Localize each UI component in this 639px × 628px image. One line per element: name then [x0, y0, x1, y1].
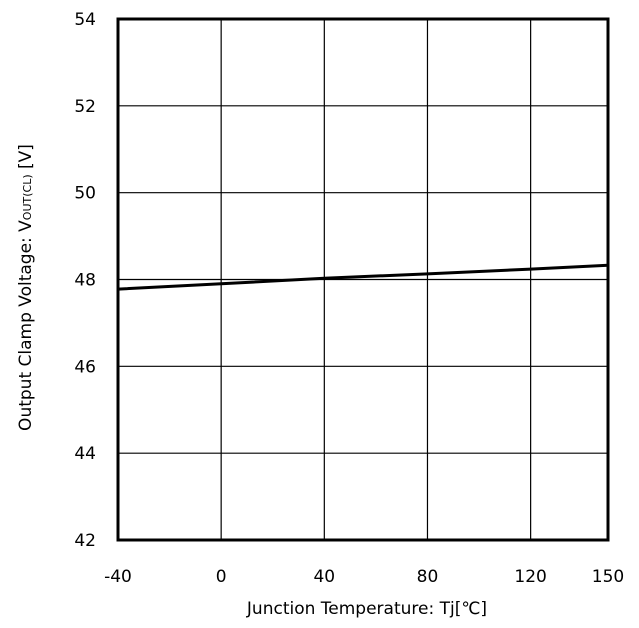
x-tick-label: -40: [104, 567, 132, 587]
series-layer: [117, 263, 609, 291]
y-tick-label: 48: [74, 271, 96, 291]
y-tick-label: 52: [74, 97, 96, 117]
x-tick-label: 0: [216, 567, 227, 587]
y-tick-label: 44: [74, 444, 96, 464]
series-line: [117, 263, 609, 291]
plot-frame: [116, 17, 610, 542]
y-axis-title-suffix: [V]: [16, 144, 36, 174]
y-axis-title-subscript: OUT(CL): [21, 174, 34, 220]
x-tick-label: 80: [417, 567, 439, 587]
x-tick-labels: -40 0 40 80 120 150: [104, 567, 624, 587]
y-axis-title: Output Clamp Voltage: VOUT(CL) [V]: [16, 144, 36, 431]
y-tick-labels: 42 44 46 48 50 52 54: [74, 10, 96, 551]
grid: [118, 19, 608, 540]
y-tick-label: 54: [74, 10, 96, 30]
y-tick-label: 46: [74, 357, 96, 377]
y-tick-label: 42: [74, 531, 96, 551]
x-tick-label: 120: [514, 567, 546, 587]
x-tick-label: 40: [313, 567, 335, 587]
y-axis-title-prefix: Output Clamp Voltage: V: [16, 220, 36, 431]
x-axis-title: Junction Temperature: Tj[℃]: [246, 599, 487, 619]
y-tick-label: 50: [74, 184, 96, 204]
x-tick-label: 150: [592, 567, 624, 587]
